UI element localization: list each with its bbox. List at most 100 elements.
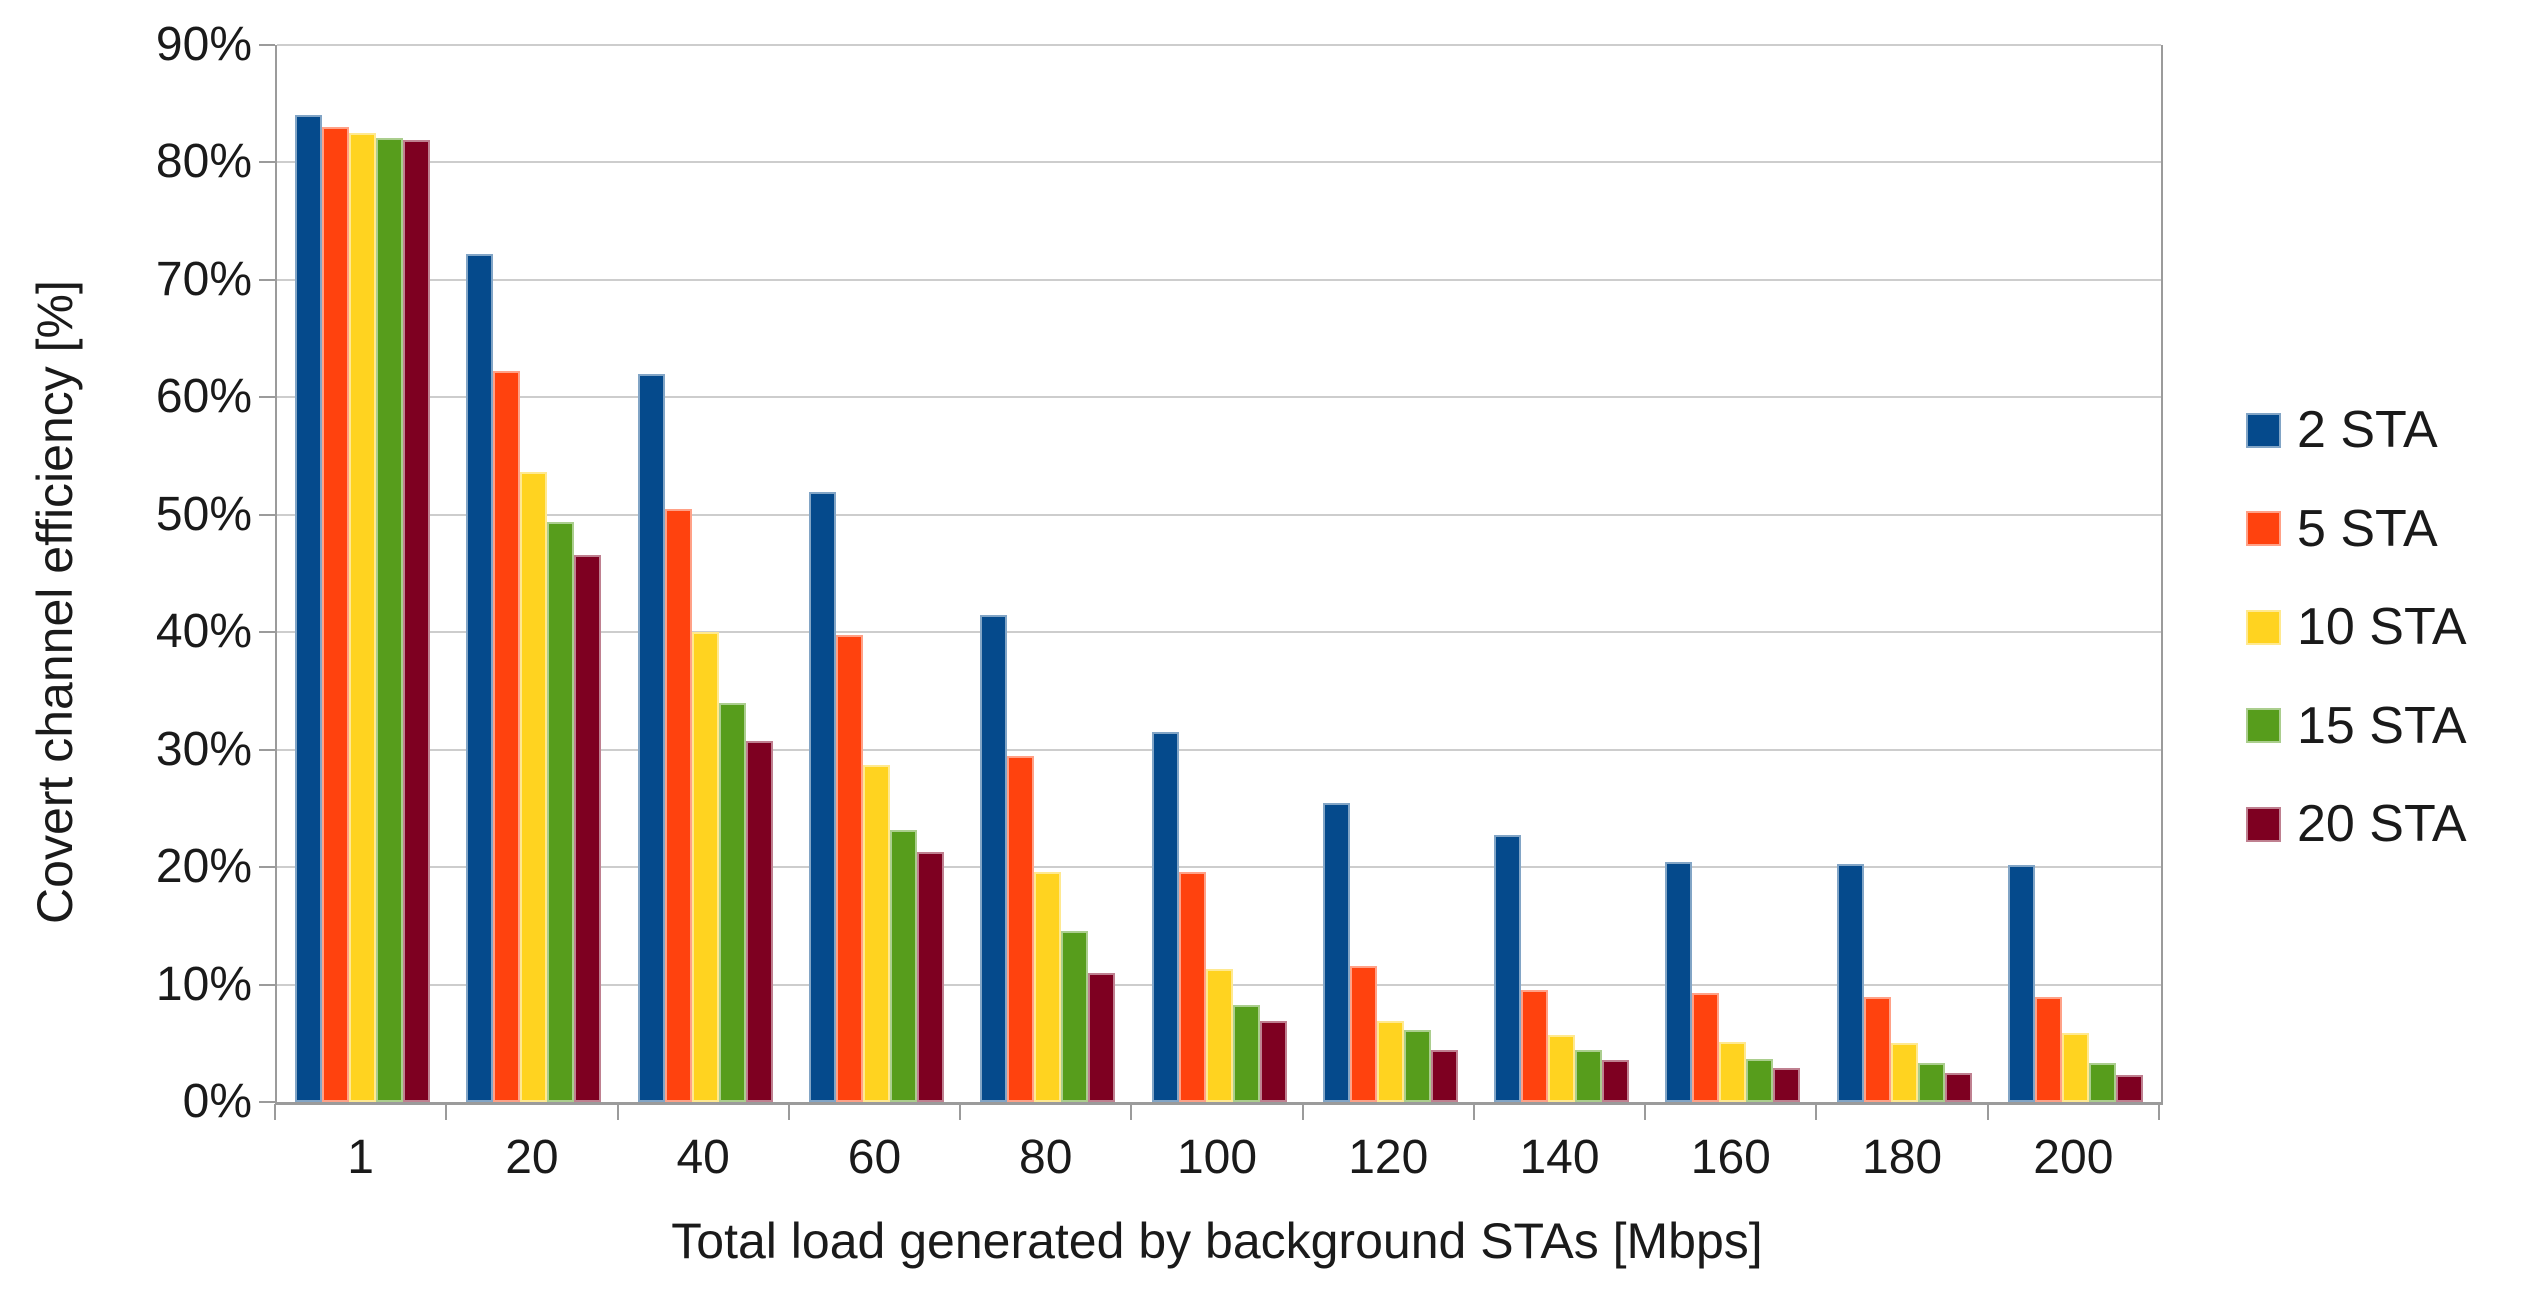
bar-15-sta-x40 [718,702,746,1102]
legend-item: 20 STA [2246,794,2467,854]
bar-2-sta-x40 [637,373,665,1102]
x-axis-title: Total load generated by background STAs … [671,1213,1763,1269]
bar-10-sta-x60 [862,764,890,1102]
bar-20-sta-x200 [2115,1074,2143,1102]
x-tick-mark [274,1104,276,1120]
y-tick-mark [259,866,275,869]
x-tick-mark [445,1104,448,1120]
x-tick-label: 120 [1348,1131,1429,1184]
bar-20-sta-x140 [1602,1059,1630,1102]
bar-5-sta-x20 [493,371,521,1102]
bar-20-sta-x1 [403,140,431,1102]
legend-swatch-icon [2246,806,2281,842]
bar-20-sta-x160 [1773,1067,1801,1102]
bar-10-sta-x20 [520,472,548,1102]
y-tick-mark [259,1101,275,1103]
x-tick-mark [959,1104,962,1120]
x-tick-label: 20 [505,1131,559,1184]
gridline [277,278,2161,281]
bar-2-sta-x20 [466,254,494,1102]
x-tick-label: 160 [1690,1131,1771,1184]
x-tick-mark [1472,1104,1475,1120]
bar-5-sta-x100 [1178,871,1206,1102]
bar-2-sta-x100 [1151,732,1179,1102]
bar-20-sta-x120 [1430,1050,1458,1102]
y-tick-mark [259,983,275,986]
bar-15-sta-x1 [376,137,404,1102]
y-tick-mark [259,44,275,46]
bar-15-sta-x60 [889,829,917,1102]
bar-5-sta-x60 [835,634,863,1102]
gridline [277,748,2161,751]
bar-20-sta-x80 [1088,972,1116,1102]
x-tick-label: 100 [1176,1131,1258,1184]
y-tick-label: 50% [155,487,252,541]
bar-20-sta-x40 [745,741,773,1102]
bar-2-sta-x120 [1322,802,1350,1102]
bar-10-sta-x1 [349,133,377,1102]
bar-2-sta-x200 [2007,864,2035,1102]
bar-2-sta-x80 [980,614,1008,1102]
bar-10-sta-x160 [1719,1042,1747,1102]
y-tick-label: 0% [182,1075,252,1128]
legend-item: 2 STA [2246,400,2438,460]
bar-15-sta-x180 [1917,1063,1945,1102]
bar-2-sta-x1 [295,115,323,1102]
bar-10-sta-x40 [691,632,719,1102]
bar-5-sta-x180 [1863,997,1891,1102]
bar-5-sta-x1 [322,127,350,1102]
bar-10-sta-x140 [1548,1035,1576,1102]
plot-area [275,44,2163,1105]
bar-20-sta-x180 [1944,1072,1972,1102]
x-tick-mark [1301,1104,1304,1120]
y-tick-label: 40% [155,605,252,659]
y-tick-label: 10% [155,957,252,1011]
bar-10-sta-x200 [2061,1032,2089,1102]
bar-20-sta-x60 [916,851,944,1102]
x-tick-label: 1 [347,1131,374,1184]
legend-item: 5 STA [2246,499,2438,559]
bar-15-sta-x160 [1746,1058,1774,1102]
y-tick-mark [259,748,275,751]
bar-10-sta-x100 [1205,969,1233,1102]
bar-15-sta-x120 [1403,1030,1431,1102]
x-tick-mark [1130,1104,1133,1120]
y-tick-mark [259,278,275,281]
bar-5-sta-x140 [1521,990,1549,1102]
x-tick-label: 60 [847,1131,902,1184]
x-tick-label: 80 [1019,1131,1073,1184]
y-tick-label: 30% [155,722,252,776]
bar-5-sta-x40 [664,508,692,1102]
gridline [277,161,2161,164]
y-tick-mark [259,396,275,399]
bar-2-sta-x160 [1665,862,1693,1102]
gridline [277,44,2161,46]
bar-10-sta-x80 [1034,871,1062,1102]
x-tick-mark [1644,1104,1647,1120]
bar-10-sta-x180 [1890,1043,1918,1102]
y-tick-label: 90% [155,18,252,71]
x-tick-mark [616,1104,619,1120]
bar-20-sta-x20 [574,554,602,1102]
y-tick-mark [259,631,275,634]
legend-swatch-icon [2246,412,2281,448]
bar-2-sta-x60 [808,492,836,1102]
gridline [277,513,2161,516]
x-tick-mark [1986,1104,1989,1120]
bar-5-sta-x200 [2034,997,2062,1102]
bar-20-sta-x100 [1259,1020,1287,1102]
legend-swatch-icon [2246,609,2281,645]
bar-5-sta-x160 [1692,992,1720,1102]
bar-15-sta-x80 [1061,930,1089,1102]
y-tick-label: 80% [155,135,252,189]
legend-label: 2 STA [2297,401,2438,459]
bar-15-sta-x100 [1232,1004,1260,1102]
x-tick-mark [787,1104,790,1120]
bar-2-sta-x140 [1494,835,1522,1102]
bar-5-sta-x80 [1007,755,1035,1102]
x-tick-label: 40 [676,1131,730,1184]
bar-5-sta-x120 [1349,965,1377,1102]
bar-15-sta-x200 [2088,1063,2116,1102]
legend-label: 5 STA [2297,499,2438,558]
